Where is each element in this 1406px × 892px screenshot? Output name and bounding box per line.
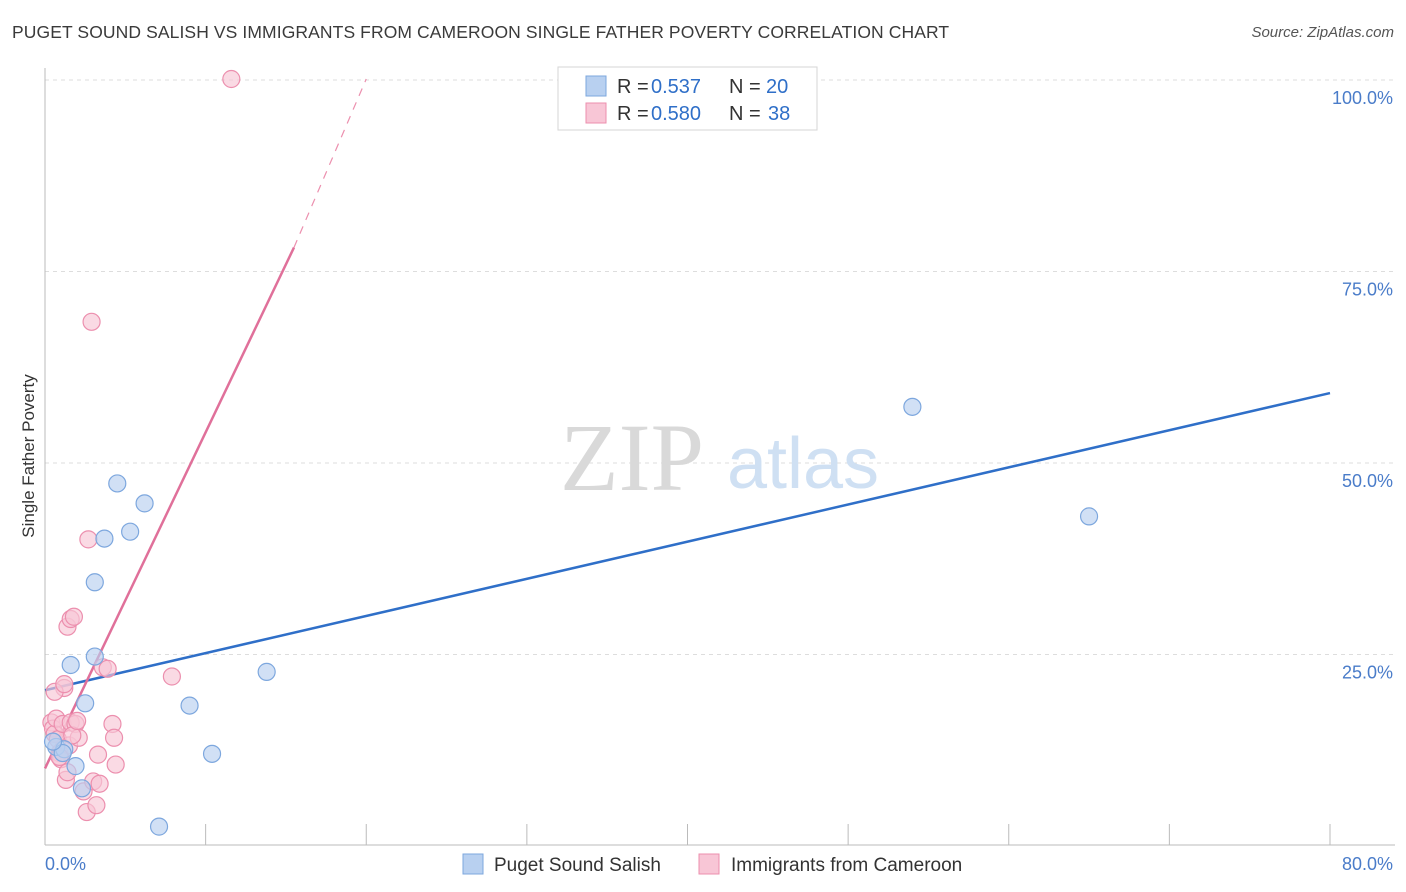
- watermark-zip: ZIP: [560, 404, 704, 511]
- point-pink: [104, 728, 124, 747]
- source-label: Source: ZipAtlas.com: [1251, 24, 1394, 41]
- y-tick-label: 50.0%: [1342, 471, 1393, 491]
- data-points: [42, 69, 1099, 836]
- point-pink: [90, 774, 109, 793]
- series-legend-label-blue: Puget Sound Salish: [494, 855, 661, 876]
- watermark-atlas: atlas: [727, 424, 879, 504]
- stats-n-label-pink: N =: [729, 103, 761, 125]
- series-legend: Puget Sound Salish Immigrants from Camer…: [462, 853, 962, 876]
- point-blue: [85, 573, 104, 592]
- point-pink: [64, 607, 84, 626]
- point-blue: [72, 779, 92, 798]
- point-blue: [903, 397, 922, 416]
- x-tick-label-max: 80.0%: [1342, 854, 1393, 874]
- point-pink: [82, 312, 101, 331]
- point-pink: [68, 711, 87, 731]
- trend-line-blue: [44, 391, 1331, 692]
- point-blue: [85, 647, 104, 666]
- point-blue: [95, 529, 114, 548]
- x-ticks: [205, 824, 1331, 845]
- stats-r-label-pink: R =: [617, 103, 649, 125]
- y-tick-labels: 25.0% 50.0% 75.0% 100.0%: [1332, 88, 1393, 683]
- stats-legend-swatch-blue: [585, 75, 607, 97]
- stats-legend-swatch-pink: [585, 102, 607, 124]
- trend-line-dashed-pink: [293, 78, 367, 248]
- stats-n-value-blue: 20: [766, 76, 788, 98]
- point-blue: [76, 694, 95, 713]
- point-pink: [162, 667, 181, 686]
- trend-line-pink: [43, 246, 296, 769]
- point-blue: [180, 696, 199, 715]
- point-pink: [106, 755, 125, 774]
- trend-lines: [43, 78, 1331, 769]
- stats-n-value-pink: 38: [768, 103, 790, 125]
- point-pink: [222, 69, 241, 89]
- stats-r-value-pink: 0.580: [651, 103, 701, 125]
- axes: [44, 68, 1395, 846]
- point-blue: [135, 494, 154, 513]
- point-blue: [121, 522, 140, 541]
- watermark: ZIP atlas: [560, 404, 879, 511]
- point-pink: [79, 530, 98, 549]
- point-pink: [55, 675, 74, 694]
- y-tick-label: 75.0%: [1342, 280, 1393, 300]
- x-tick-label-min: 0.0%: [45, 854, 86, 874]
- point-blue: [61, 655, 80, 675]
- point-blue: [43, 732, 63, 751]
- y-tick-label: 100.0%: [1332, 88, 1393, 108]
- point-blue: [108, 474, 127, 493]
- y-tick-label: 25.0%: [1342, 663, 1393, 683]
- point-blue: [66, 757, 85, 776]
- point-pink: [87, 796, 106, 815]
- chart-title: PUGET SOUND SALISH VS IMMIGRANTS FROM CA…: [12, 22, 950, 42]
- point-blue: [1079, 507, 1099, 526]
- stats-r-label-blue: R =: [617, 76, 649, 98]
- series-legend-label-pink: Immigrants from Cameroon: [731, 855, 962, 876]
- series-legend-swatch-blue: [462, 853, 484, 875]
- point-blue: [257, 662, 276, 681]
- point-blue: [149, 817, 169, 836]
- stats-r-value-blue: 0.537: [651, 76, 701, 98]
- gridlines: [45, 79, 1395, 655]
- point-blue: [202, 744, 222, 763]
- point-pink: [88, 745, 108, 764]
- y-axis-label: Single Father Poverty: [19, 374, 38, 538]
- stats-legend: R = 0.537 N = 20 R = 0.580 N = 38: [557, 66, 818, 131]
- stats-n-label-blue: N =: [729, 76, 761, 98]
- series-legend-swatch-pink: [698, 853, 720, 875]
- point-pink: [98, 659, 117, 678]
